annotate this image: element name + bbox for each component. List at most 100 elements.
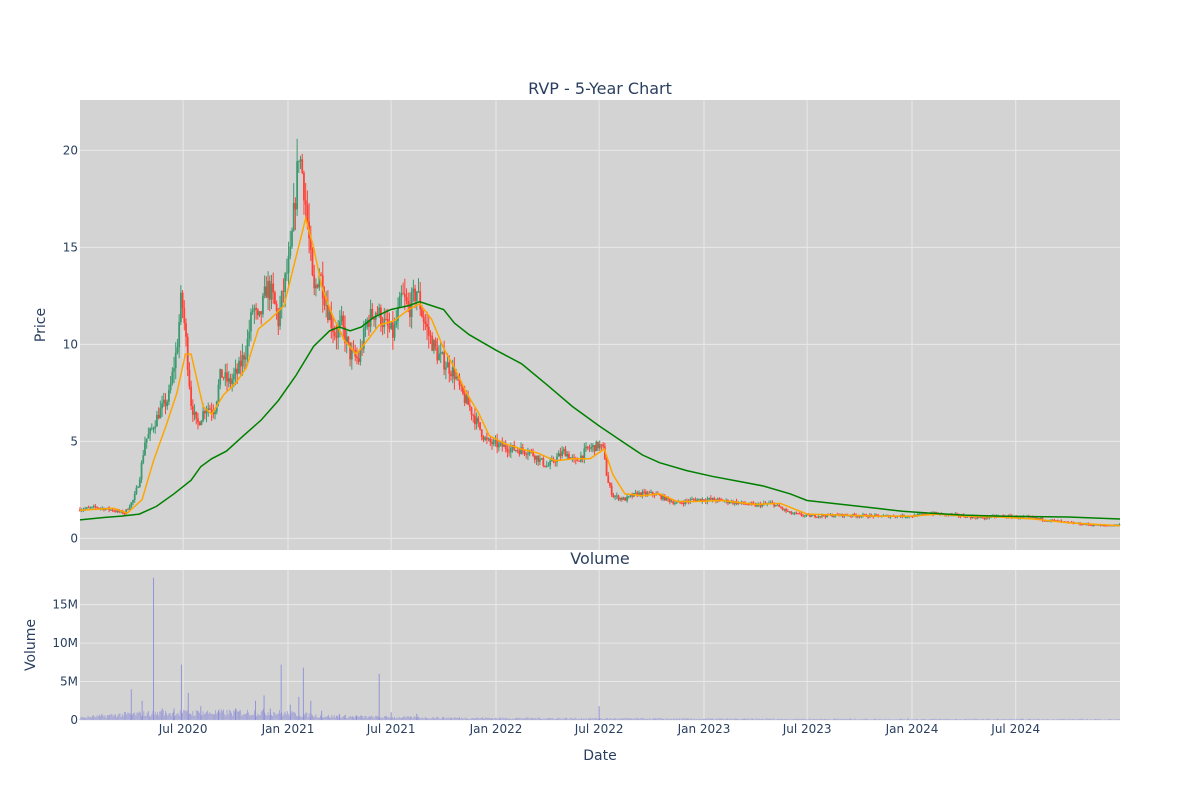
candle-body: [301, 159, 304, 173]
candle-body: [557, 453, 560, 457]
candle-body: [547, 465, 550, 467]
candle-body: [402, 293, 405, 295]
candle-body: [791, 513, 794, 515]
candle-body: [520, 447, 522, 455]
price-plot-area: [80, 100, 1120, 550]
candle-body: [894, 516, 897, 518]
candle-body: [267, 280, 269, 298]
candle-body: [356, 356, 358, 359]
candle-body: [501, 442, 504, 447]
candle-body: [615, 495, 618, 497]
candle-body: [605, 459, 608, 476]
candle-body: [91, 506, 93, 508]
candle-body: [309, 238, 312, 251]
candle-body: [802, 515, 805, 517]
candle-body: [609, 482, 611, 486]
candle-body: [593, 445, 596, 452]
candle-body: [304, 200, 307, 205]
candle-body: [1019, 516, 1022, 518]
candle-body: [448, 362, 451, 374]
candle-body: [202, 411, 204, 421]
candle-body: [414, 288, 416, 302]
candle-body: [231, 379, 234, 384]
candle-body: [186, 336, 189, 370]
volume-y-axis-title: Volume: [23, 619, 39, 671]
candle-body: [814, 514, 817, 518]
candle-body: [379, 307, 382, 326]
candle-body: [509, 447, 512, 453]
candle-body: [918, 513, 921, 515]
candle-body: [674, 503, 676, 504]
candle-body: [1089, 524, 1092, 526]
candle-body: [224, 372, 227, 379]
candle-body: [210, 409, 213, 413]
candle-body: [424, 321, 427, 325]
candle-body: [624, 497, 627, 501]
candle-body: [627, 496, 630, 497]
candle-body: [85, 507, 88, 509]
candle-body: [610, 485, 613, 495]
candle-body: [282, 291, 285, 292]
candle-body: [1038, 518, 1040, 519]
candle-body: [824, 515, 827, 517]
candle-body: [147, 434, 150, 439]
candle-body: [444, 367, 447, 370]
candle-body: [431, 335, 434, 351]
candle-body: [578, 461, 581, 462]
candle-body: [368, 319, 370, 327]
candle-body: [911, 516, 914, 518]
candle-body: [812, 514, 815, 516]
candle-body: [703, 499, 705, 501]
candle-body: [135, 487, 138, 494]
candle-body: [338, 321, 341, 327]
ma-short-line: [79, 215, 1121, 527]
date-tick-label: Jul 2022: [574, 722, 624, 736]
date-tick-label: Jan 2024: [885, 722, 939, 736]
candle-body: [810, 515, 813, 517]
candle-body: [397, 307, 399, 322]
candle-body: [1031, 516, 1034, 518]
candle-body: [790, 511, 793, 514]
candle-body: [361, 348, 363, 350]
candle-body: [359, 348, 362, 362]
candle-body: [318, 274, 321, 288]
candle-body: [378, 307, 381, 314]
candle-body: [629, 495, 632, 497]
candle-body: [125, 509, 128, 514]
candle-body: [220, 369, 223, 378]
candle-body: [691, 499, 693, 501]
candle-body: [115, 510, 117, 512]
candle-body: [904, 516, 907, 518]
candle-body: [515, 450, 517, 451]
candle-body: [369, 308, 372, 327]
candle-body: [96, 507, 98, 509]
candle-body: [432, 340, 435, 351]
candle-body: [407, 301, 410, 306]
ma-long-line: [79, 300, 1121, 521]
candle-body: [819, 516, 822, 518]
candle-body: [549, 460, 552, 466]
candle-body: [569, 457, 572, 459]
candle-body: [313, 275, 316, 289]
candle-body: [238, 360, 240, 374]
candle-body: [504, 444, 507, 449]
candle-body: [162, 399, 165, 404]
candle-body: [477, 417, 480, 423]
candle-body: [672, 501, 675, 504]
candle-body: [503, 444, 505, 447]
candle-body: [600, 444, 603, 446]
price-y-tick-label: 15: [63, 240, 78, 254]
candle-body: [612, 494, 615, 498]
candle-body: [663, 495, 666, 501]
candle-body: [1033, 517, 1035, 518]
candle-body: [798, 513, 801, 515]
candle-body: [330, 312, 333, 328]
candle-body: [111, 509, 114, 511]
candle-body: [487, 438, 490, 440]
volume-y-tick-label: 5M: [60, 675, 78, 689]
candle-body: [785, 508, 787, 512]
candle-body: [737, 502, 740, 504]
candle-body: [780, 506, 782, 508]
candle-body: [701, 499, 704, 502]
candle-body: [713, 498, 716, 501]
